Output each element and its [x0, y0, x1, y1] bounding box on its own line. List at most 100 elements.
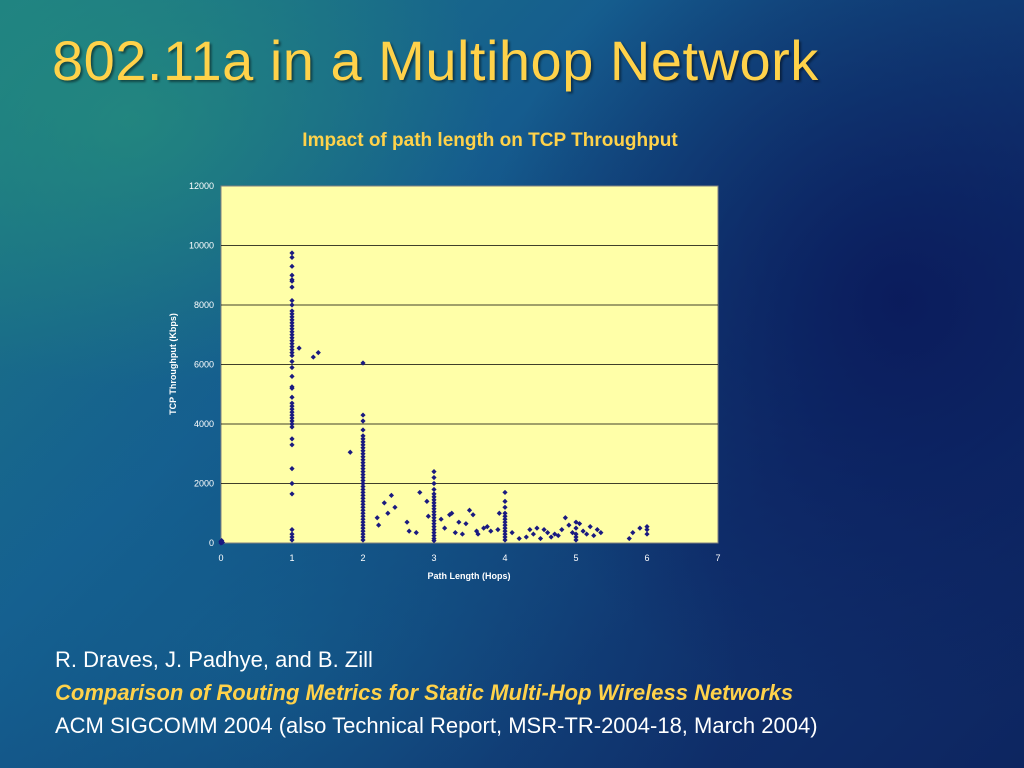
gridlines [221, 245, 718, 484]
data-point [431, 503, 437, 509]
data-point [296, 345, 302, 351]
data-point [289, 480, 295, 487]
data-point [360, 480, 366, 487]
data-point [573, 531, 579, 537]
data-point [289, 278, 295, 284]
data-point [424, 498, 430, 504]
data-point [360, 460, 366, 466]
data-point [425, 513, 431, 519]
data-point [360, 522, 366, 528]
data-point [587, 524, 593, 530]
citation-block: R. Draves, J. Padhye, and B. Zill Compar… [55, 643, 818, 742]
data-point [431, 469, 437, 475]
data-point [580, 528, 586, 534]
data-point [541, 527, 547, 533]
data-point [289, 436, 295, 442]
data-point [637, 525, 643, 531]
data-point [289, 297, 295, 304]
data-point [289, 537, 295, 543]
data-point [360, 498, 366, 504]
data-point [289, 527, 295, 533]
data-point [289, 442, 295, 448]
data-point [573, 534, 579, 540]
data-point [630, 529, 636, 536]
data-point [392, 504, 398, 510]
data-point [537, 535, 544, 542]
data-point [289, 415, 295, 421]
data-point [502, 528, 508, 534]
data-point [360, 486, 366, 493]
data-point [431, 515, 437, 521]
data-point [470, 512, 476, 518]
x-tick-labels: 0 1 2 3 4 5 6 7 [218, 553, 720, 563]
data-point [315, 350, 321, 356]
data-point [431, 506, 437, 512]
data-point [431, 527, 437, 533]
data-point [289, 421, 295, 427]
data-point [502, 519, 508, 525]
data-point [360, 436, 366, 442]
x-tick-label: 1 [289, 553, 294, 563]
data-point [289, 358, 295, 365]
data-point [310, 354, 316, 360]
data-point [289, 400, 295, 406]
data-point [431, 524, 437, 530]
y-axis-title: TCP Throughput (Kbps) [168, 313, 178, 415]
data-point [431, 538, 437, 544]
data-point [360, 510, 366, 516]
data-point [475, 531, 481, 537]
data-point [466, 507, 473, 513]
data-point [502, 516, 508, 522]
data-point [527, 527, 533, 533]
data-point [289, 350, 295, 356]
data-point [431, 491, 437, 497]
data-point [644, 527, 650, 533]
data-point [566, 522, 572, 528]
data-point [289, 352, 295, 359]
data-point [431, 529, 437, 536]
data-point [289, 412, 295, 418]
data-point [509, 529, 515, 536]
y-tick-label: 2000 [194, 479, 214, 489]
data-point [360, 474, 366, 481]
data-point [289, 308, 295, 314]
data-point [360, 507, 366, 513]
y-tick-label: 0 [209, 538, 214, 548]
data-point [219, 538, 225, 544]
data-point [360, 471, 366, 478]
y-tick-label: 12000 [189, 181, 214, 191]
data-point [474, 528, 480, 534]
chart-title: Impact of path length on TCP Throughput [302, 130, 678, 151]
scatter-chart: Impact of path length on TCP Throughput … [168, 130, 720, 563]
x-tick-label: 3 [431, 553, 436, 563]
data-point [431, 486, 437, 493]
data-point [431, 512, 437, 518]
data-point [360, 495, 366, 501]
data-point [360, 537, 366, 543]
data-point [591, 532, 597, 539]
x-tick-label: 2 [360, 553, 365, 563]
data-point [431, 474, 437, 481]
data-point [289, 323, 295, 329]
data-point [360, 442, 366, 448]
data-point [456, 519, 462, 525]
data-point [644, 524, 650, 530]
data-point [495, 527, 501, 533]
data-point [431, 532, 437, 539]
data-point [496, 510, 502, 516]
data-point [502, 522, 508, 528]
data-point [289, 364, 295, 371]
data-point [289, 418, 295, 424]
data-point [360, 469, 366, 475]
data-point [559, 527, 565, 533]
data-point [562, 515, 568, 521]
x-tick-label: 4 [502, 553, 507, 563]
x-tick-label: 6 [644, 553, 649, 563]
data-point [584, 531, 590, 537]
data-point [360, 516, 366, 522]
data-point [360, 513, 366, 519]
data-point [360, 477, 366, 484]
data-point [594, 527, 600, 533]
data-point [502, 510, 508, 516]
data-point [360, 418, 366, 424]
